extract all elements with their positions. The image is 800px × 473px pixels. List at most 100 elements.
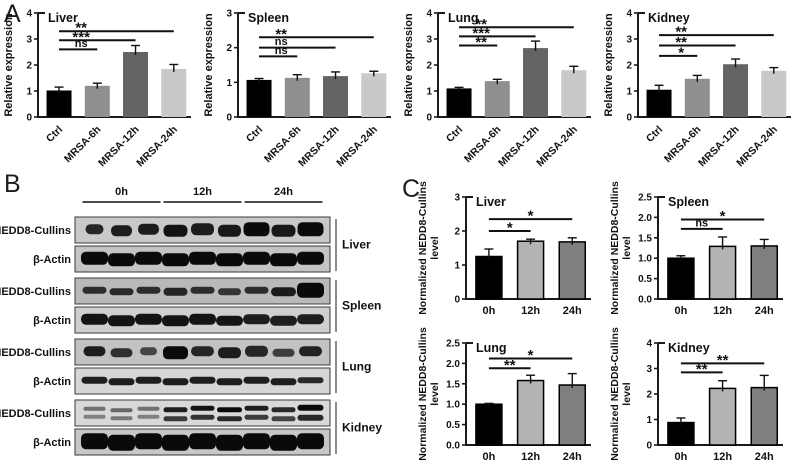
panel-b-western-blots: 0h 12h 24h NEDD8-Cullins β-Actin Liver NEDD8-C… (0, 186, 382, 456)
y-tick-label: 0.0 (446, 441, 460, 452)
y-axis-title: level (621, 236, 633, 259)
y-tick-label: 0.5 (638, 274, 652, 285)
blot-protein-label: β-Actin (33, 437, 71, 449)
y-tick-label: 1 (626, 87, 632, 98)
blot-band (297, 222, 324, 237)
y-tick-label: 2 (626, 61, 632, 72)
x-category-label: 24h (563, 451, 582, 463)
y-axis-title: Relative expression (203, 13, 215, 117)
blot-band (135, 433, 162, 450)
sig-label: ** (675, 34, 687, 51)
y-tick-label: 2.0 (446, 359, 460, 370)
y-tick-label: 0.0 (638, 295, 652, 306)
blot-band (191, 346, 214, 357)
blot-band (140, 347, 157, 356)
blot-band (216, 315, 243, 326)
blot-band (108, 253, 135, 267)
y-tick-label: 3 (26, 35, 32, 46)
blot-band (243, 433, 270, 450)
sig-label: ** (75, 20, 87, 37)
blot-band (299, 346, 322, 357)
y-axis-title: level (429, 382, 441, 405)
chart-title: Liver (48, 11, 78, 25)
chart-title: Kidney (648, 11, 690, 25)
blot-organ-label: Lung (342, 360, 371, 374)
y-axis-title: Relative expression (603, 13, 615, 117)
blot-band (272, 348, 295, 357)
bar (558, 241, 586, 300)
y-tick-label: 0 (646, 441, 652, 452)
bar (484, 81, 510, 117)
bar (684, 78, 710, 117)
y-tick-label: 1 (646, 415, 652, 426)
sig-label: *** (472, 25, 490, 42)
blot-band (270, 378, 297, 386)
blot-band (243, 376, 270, 384)
y-tick-label: 4 (646, 339, 652, 350)
blot-band (136, 286, 161, 294)
x-category-label: 12h (713, 451, 732, 463)
blot-band (297, 433, 324, 450)
x-category-label: MRSA-24h (134, 124, 180, 170)
x-category-label: 12h (521, 305, 540, 317)
y-tick-label: 3 (454, 193, 460, 204)
blot-band (189, 433, 216, 450)
blot-band (297, 282, 324, 298)
bar (284, 77, 310, 117)
blot-band (135, 251, 162, 265)
sig-label: * (720, 208, 726, 225)
panel-c-label: C (402, 175, 421, 203)
x-category-label: 12h (521, 451, 540, 463)
y-tick-label: 1.0 (638, 254, 652, 265)
panel-a-label: A (4, 0, 21, 28)
x-category-label: 12h (713, 305, 732, 317)
blot-band (243, 222, 270, 237)
blot-band (163, 416, 188, 422)
blot-band (108, 378, 135, 386)
blot-band (110, 408, 133, 413)
blot-band (162, 253, 189, 267)
sig-label: ** (504, 357, 516, 374)
chart-title: Liver (476, 195, 506, 209)
blot-band (271, 416, 296, 422)
blot-protein-label: β-Actin (33, 376, 71, 388)
blot-band (163, 287, 188, 296)
bar (558, 384, 586, 446)
blot-band (83, 414, 106, 419)
x-category-label: 0h (482, 305, 495, 317)
sig-label: ** (475, 34, 487, 51)
blot-band (191, 223, 214, 236)
blot-organ-label: Kidney (342, 421, 382, 435)
blot-band (244, 286, 269, 294)
y-tick-label: 1.5 (638, 233, 652, 244)
bar (523, 48, 549, 117)
blot-band (162, 315, 189, 327)
blot-band (243, 251, 270, 265)
bar (561, 70, 587, 117)
y-tick-label: 1.5 (446, 379, 460, 390)
y-tick-label: 2.5 (638, 193, 652, 204)
y-tick-label: 0 (26, 113, 32, 124)
y-tick-label: 1 (454, 261, 460, 272)
blot-band (83, 406, 106, 411)
sig-label: * (507, 220, 513, 237)
blot-protein-label: NEDD8-Cullins (0, 225, 71, 237)
blot-band (162, 434, 189, 451)
blot-band (297, 377, 324, 384)
sig-label: ns (275, 36, 288, 48)
x-category-label: 0h (482, 451, 495, 463)
sig-label: * (528, 208, 534, 225)
blot-protein-label: β-Actin (33, 315, 71, 327)
y-axis-title: level (621, 382, 633, 405)
blot-band (81, 251, 108, 265)
sig-label: ** (717, 352, 729, 369)
blot-band (137, 414, 160, 419)
blot-band (216, 378, 243, 386)
chart-title: Spleen (248, 11, 289, 25)
blot-band (297, 251, 324, 265)
bar (84, 85, 110, 117)
blot-band (138, 223, 159, 235)
y-tick-label: 3 (226, 9, 232, 20)
y-tick-label: 0 (426, 113, 432, 124)
